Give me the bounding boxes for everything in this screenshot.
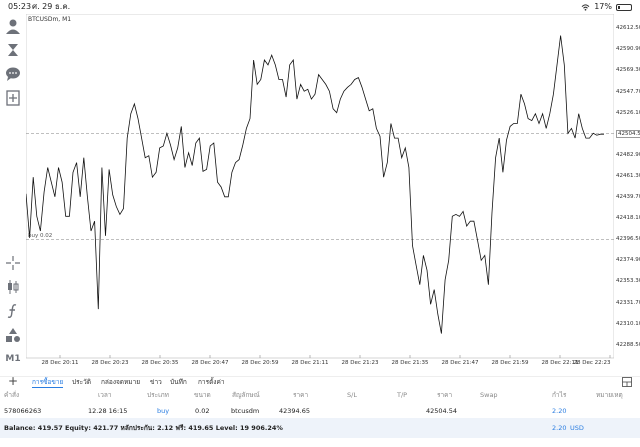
y-tick-label: 42569.30 [616,67,640,74]
battery-percent: 17% [594,2,612,11]
account-currency: USD [570,424,584,432]
balance-bar: Balance: 419.57 Equity: 421.77 หลักประกั… [0,418,640,438]
candlestick-icon[interactable] [4,278,22,296]
plot-frame [26,14,614,359]
new-order-icon[interactable] [4,89,22,107]
tab-history[interactable]: ประวัติ [72,378,91,386]
col-profit: กำไร [552,391,567,399]
col-comment: หมายเหตุ [596,391,623,399]
price-axis: 42612.50 42590.90 42569.30 42547.70 42526.10… [614,14,640,376]
col-ticket: คำสั่ง [4,391,20,399]
y-tick-label: 42439.70 [616,194,640,201]
left-toolbar: M1 [0,14,26,376]
col-type: ประเภท [147,391,169,399]
col-symbol: สัญลักษณ์ [232,391,260,399]
plus-icon[interactable]: + [8,374,19,388]
x-tick-label: 28 Dec 20:11 [41,360,79,366]
col-sl: S/L [347,391,357,399]
row-ticket: 578066263 [4,407,42,415]
price-series-line [26,35,604,334]
y-tick-label: 42461.30 [616,172,640,179]
x-tick-label: 28 Dec 20:59 [241,360,279,366]
tab-settings[interactable]: การตั้งค่า [198,378,225,386]
balance-summary: Balance: 419.57 Equity: 421.77 หลักประกั… [4,424,283,432]
tab-mailbox[interactable]: กล่องจดหมาย [101,378,141,386]
x-tick-label: 28 Dec 21:11 [291,360,329,366]
total-profit: 2.20 [552,424,567,432]
current-price-marker: 42504.54 [616,129,640,138]
y-tick-label: 42590.90 [616,46,640,53]
split-view-icon[interactable] [622,377,632,387]
y-tick-label: 42353.30 [616,278,640,285]
price-chart[interactable]: BTCUSDm, M1 buy 0.02 28 Dec 20:11 28 Dec … [26,14,614,376]
col-price: ราคา [293,391,309,399]
y-tick-label: 42331.70 [616,299,640,306]
status-bar: 05:23 ศ. 29 ธ.ค. 17% [0,0,640,14]
table-row[interactable]: 578066263 12.28 16:15 buy 0.02 btcusdm 4… [0,404,640,418]
account-icon[interactable] [4,17,22,35]
trade-icon[interactable] [4,41,22,59]
x-tick-label: 28 Dec 21:47 [441,360,479,366]
x-tick-label: 28 Dec 20:47 [191,360,229,366]
x-tick-label: 28 Dec 22:23 [573,360,611,366]
chart-canvas [26,14,614,359]
x-tick-label: 28 Dec 21:59 [491,360,529,366]
row-volume: 0.02 [195,407,210,415]
tab-journal[interactable]: บันทึก [170,378,187,386]
x-tick-label: 28 Dec 20:35 [141,360,179,366]
indicator-icon[interactable] [4,302,22,320]
chat-icon[interactable] [4,65,22,83]
col-swap: Swap [480,391,498,399]
wifi-icon [581,3,590,11]
row-time: 12.28 16:15 [88,407,128,415]
bottom-tabs: + การซื้อขาย ประวัติ กล่องจดหมาย ข่าว บั… [0,374,640,388]
y-tick-label: 42482.90 [616,151,640,158]
tab-trade[interactable]: การซื้อขาย [32,378,64,388]
x-tick-label: 28 Dec 22:11 [541,360,579,366]
status-time: 05:23 [8,2,32,11]
row-symbol: btcusdm [231,407,260,415]
objects-icon[interactable] [4,326,22,344]
y-tick-label: 42374.90 [616,257,640,264]
battery-icon [616,3,632,11]
x-tick-label: 28 Dec 20:23 [91,360,129,366]
col-tp: T/P [397,391,408,399]
x-tick-label: 28 Dec 21:35 [391,360,429,366]
timeframe-button[interactable]: M1 [5,354,21,364]
positions-table-header: คำสั่ง เวลา ประเภท ขนาด สัญลักษณ์ ราคา S… [0,389,640,401]
col-volume: ขนาด [194,391,211,399]
y-tick-label: 42547.70 [616,88,640,95]
crosshair-icon[interactable] [4,254,22,272]
y-tick-label: 42612.50 [616,25,640,32]
y-tick-label: 42288.50 [616,341,640,348]
row-current-price: 42504.54 [426,407,458,415]
y-tick-label: 42396.50 [616,236,640,243]
y-tick-label: 42310.10 [616,320,640,327]
x-tick-label: 28 Dec 21:23 [341,360,379,366]
col-current-price: ราคา [437,391,453,399]
y-tick-label: 42526.10 [616,109,640,116]
row-type: buy [157,407,170,415]
status-date: ศ. 29 ธ.ค. [32,2,71,11]
row-price: 42394.65 [279,407,311,415]
col-time: เวลา [98,391,112,399]
y-tick-label: 42418.10 [616,215,640,222]
buy-line-label: buy 0.02 [28,233,53,240]
chart-symbol-label: BTCUSDm, M1 [28,16,72,23]
row-profit: 2.20 [552,407,567,415]
tab-news[interactable]: ข่าว [150,378,162,386]
